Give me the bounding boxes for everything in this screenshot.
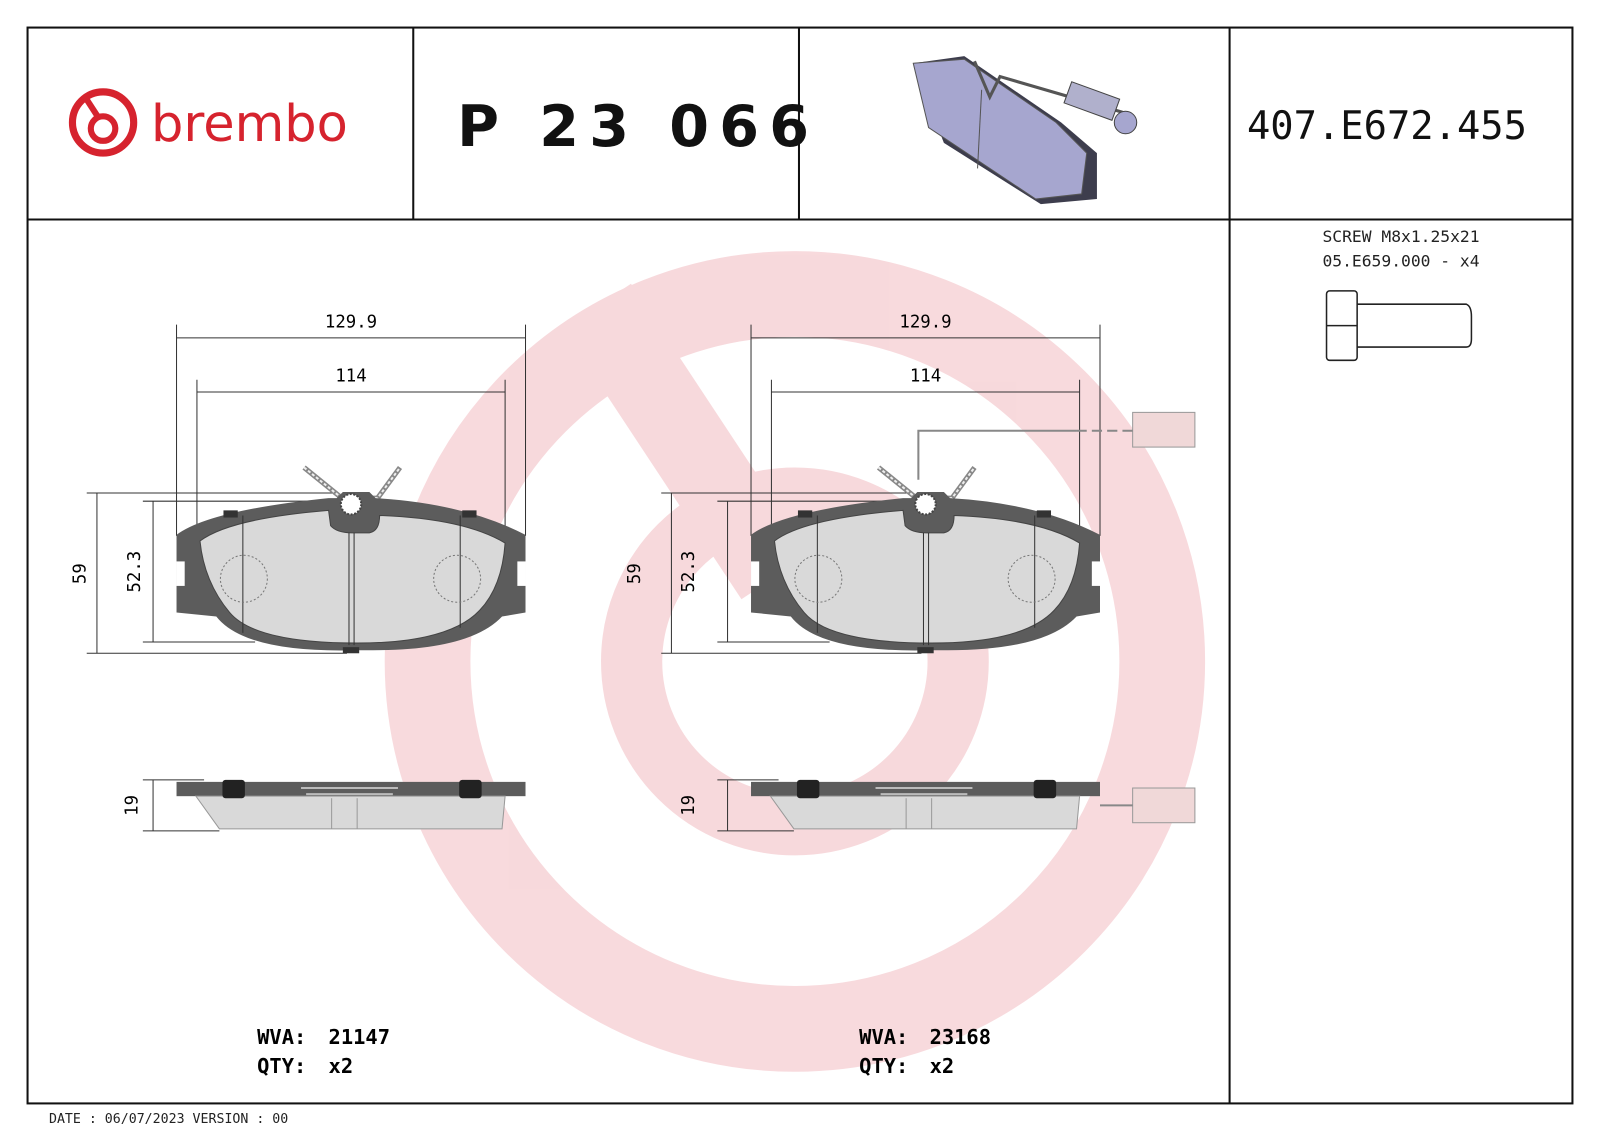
dim-height-inner: 52.3 [125,551,145,593]
brembo-logo-mark [68,88,138,157]
brembo-logo-text: brembo [151,95,348,154]
pad-drawing-2: 129.9 114 59 52.3 19 WVA: 23168 QTY: x2 [625,313,1196,1078]
qty-label: QTY: [859,1054,908,1078]
dim-width-overall: 129.9 [325,313,377,333]
dim-width-inner: 114 [910,367,941,387]
qty-value: x2 [930,1054,955,1078]
pad-isometric-image [912,56,1138,205]
dim-width-overall: 129.9 [899,313,951,333]
wear-sensor [917,411,1196,824]
brembo-watermark [384,251,1206,1072]
dim-thickness: 19 [679,795,699,816]
accessory-code: 05.E659.000 - x4 [1322,251,1479,270]
wva-number: 21147 [329,1025,390,1049]
footer-date-version: DATE : 06/07/2023 VERSION : 00 [49,1112,288,1127]
drawing-frame [26,26,1574,1105]
wva-number: 23168 [930,1025,991,1049]
dim-height-overall: 59 [71,563,91,584]
pad-drawing-1: 129.9 114 59 52.3 19 WVA: 21147 QTY: x2 [71,313,526,1078]
qty-label: QTY: [257,1054,306,1078]
qty-value: x2 [329,1054,354,1078]
brembo-logo: brembo [68,88,348,157]
product-code: 407.E672.455 [1247,104,1527,149]
screw-icon [1325,290,1473,362]
dim-height-inner: 52.3 [679,551,699,593]
dim-width-inner: 114 [335,367,366,387]
dim-thickness: 19 [123,795,143,816]
wva-label: WVA: [859,1025,908,1049]
dim-height-overall: 59 [625,563,645,584]
accessory-name: SCREW M8x1.25x21 [1322,227,1479,246]
wva-label: WVA: [257,1025,306,1049]
part-number: P 23 066 [457,94,819,160]
